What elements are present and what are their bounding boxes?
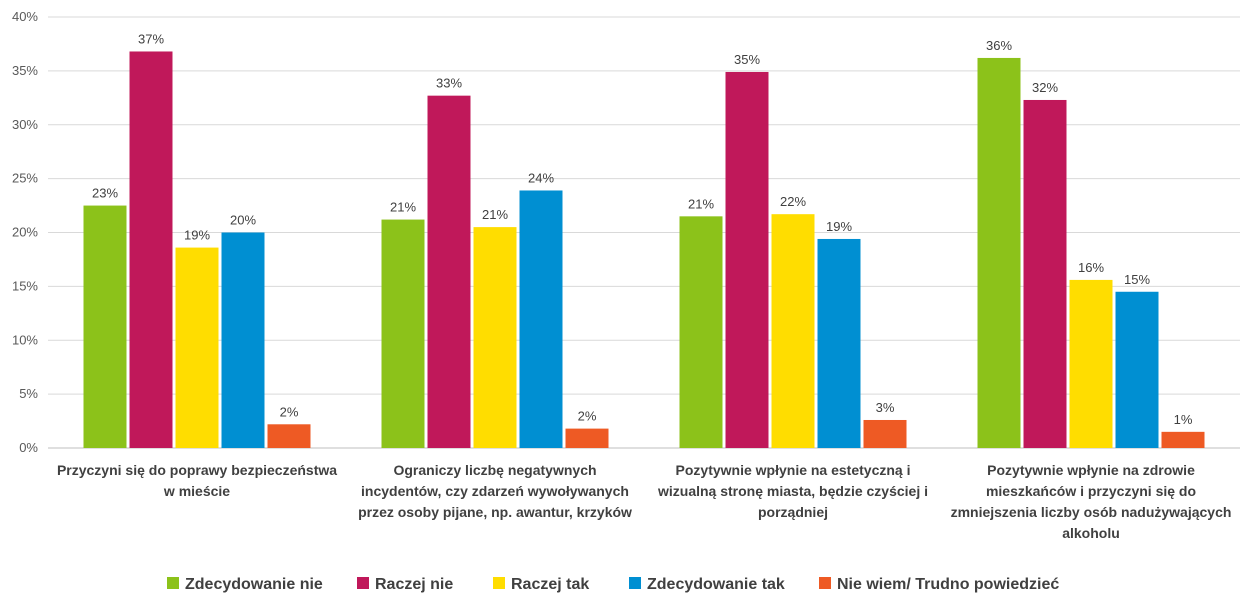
bar	[1069, 279, 1113, 448]
bar	[83, 205, 127, 448]
bar	[519, 190, 563, 449]
bar	[221, 232, 265, 448]
legend-label: Zdecydowanie tak	[647, 576, 785, 593]
y-tick-label: 40%	[12, 9, 38, 24]
data-label: 21%	[482, 207, 508, 222]
legend-swatch	[819, 577, 831, 589]
data-label: 21%	[390, 200, 416, 215]
legend-swatch	[357, 577, 369, 589]
data-label: 36%	[986, 38, 1012, 53]
y-tick-label: 25%	[12, 171, 38, 186]
series-4	[267, 419, 1205, 448]
category-label: Pozytywnie wpłynie na zdrowie mieszkańców…	[951, 462, 1232, 541]
legend-item: Zdecydowanie tak	[629, 576, 785, 593]
data-label: 23%	[92, 186, 118, 201]
x-axis-category-labels: Przyczyni się do poprawy bezpieczeństwa w…	[57, 462, 1231, 541]
data-label: 33%	[436, 76, 462, 91]
data-label: 19%	[184, 228, 210, 243]
bar	[1115, 291, 1159, 448]
series-1	[129, 51, 1067, 448]
bar	[817, 238, 861, 448]
data-label: 2%	[280, 404, 299, 419]
category-label-line: Pozytywnie wpłynie na estetyczną i	[676, 462, 911, 478]
data-label: 35%	[734, 52, 760, 67]
legend-swatch	[167, 577, 179, 589]
bar	[565, 428, 609, 448]
y-tick-label: 15%	[12, 278, 38, 293]
data-label: 3%	[876, 400, 895, 415]
data-label: 32%	[1032, 80, 1058, 95]
bar	[771, 214, 815, 448]
category-label: Ograniczy liczbę negatywnych incydentów, …	[358, 462, 632, 520]
category-label: Pozytywnie wpłynie na estetyczną i wizual…	[657, 462, 928, 520]
category-label-line: mieszkańców i przyczyni się do	[986, 483, 1196, 499]
legend-swatch	[629, 577, 641, 589]
legend-item: Raczej nie	[357, 576, 453, 593]
y-tick-label: 10%	[12, 332, 38, 347]
category-label-line: Przyczyni się do poprawy bezpieczeństwa	[57, 462, 337, 478]
data-label: 16%	[1078, 260, 1104, 275]
legend-label: Raczej nie	[375, 576, 453, 593]
bar	[267, 424, 311, 448]
bar	[129, 51, 173, 448]
bar	[175, 247, 219, 448]
data-label: 22%	[780, 194, 806, 209]
bars	[83, 51, 1205, 449]
series-3	[221, 190, 1159, 449]
category-label-line: wizualną stronę miasta, będzie czyściej …	[657, 483, 928, 499]
y-tick-label: 5%	[19, 386, 38, 401]
bar	[977, 57, 1021, 448]
legend-swatch	[493, 577, 505, 589]
category-label-line: alkoholu	[1062, 525, 1120, 541]
series-0	[83, 57, 1021, 448]
y-tick-label: 30%	[12, 117, 38, 132]
category-label-line: incydentów, czy zdarzeń wywoływanych	[361, 483, 629, 499]
data-label: 21%	[688, 196, 714, 211]
legend-item: Zdecydowanie nie	[167, 576, 323, 593]
legend-label: Nie wiem/ Trudno powiedzieć	[837, 576, 1059, 593]
bar	[381, 219, 425, 448]
data-label: 15%	[1124, 272, 1150, 287]
data-label: 20%	[230, 213, 256, 228]
y-tick-label: 0%	[19, 440, 38, 455]
bar	[473, 227, 517, 448]
y-tick-label: 35%	[12, 63, 38, 78]
category-label-line: Ograniczy liczbę negatywnych	[393, 462, 596, 478]
bar	[679, 216, 723, 448]
legend: Zdecydowanie nie Raczej nie Raczej tak Zdec…	[167, 576, 1059, 593]
category-label: Przyczyni się do poprawy bezpieczeństwa w…	[57, 462, 337, 499]
legend-item: Raczej tak	[493, 576, 589, 593]
data-label: 2%	[578, 409, 597, 424]
bar	[725, 71, 769, 448]
data-label: 19%	[826, 219, 852, 234]
y-axis-tick-labels: 0% 5% 10% 15% 20% 25% 30% 35% 40%	[12, 9, 38, 455]
data-label: 37%	[138, 31, 164, 46]
bar	[1023, 99, 1067, 448]
data-label: 24%	[528, 170, 554, 185]
y-tick-label: 20%	[12, 225, 38, 240]
category-label-line: w mieście	[163, 483, 230, 499]
category-label-line: Pozytywnie wpłynie na zdrowie	[987, 462, 1195, 478]
series-2	[175, 214, 1113, 448]
data-labels: 23% 21% 21% 36% 37% 33% 35% 32% 19% 21% 22% 16% 20% 2…	[92, 31, 1193, 426]
category-label-line: zmniejszenia liczby osób nadużywających	[951, 504, 1232, 520]
bar	[863, 419, 907, 448]
category-label-line: porządniej	[758, 504, 828, 520]
category-label-line: przez osoby pijane, np. awantur, krzyków	[358, 504, 632, 520]
legend-label: Zdecydowanie nie	[185, 576, 323, 593]
legend-item: Nie wiem/ Trudno powiedzieć	[819, 576, 1059, 593]
bar	[1161, 431, 1205, 448]
bar	[427, 95, 471, 448]
legend-label: Raczej tak	[511, 576, 589, 593]
data-label: 1%	[1174, 412, 1193, 427]
